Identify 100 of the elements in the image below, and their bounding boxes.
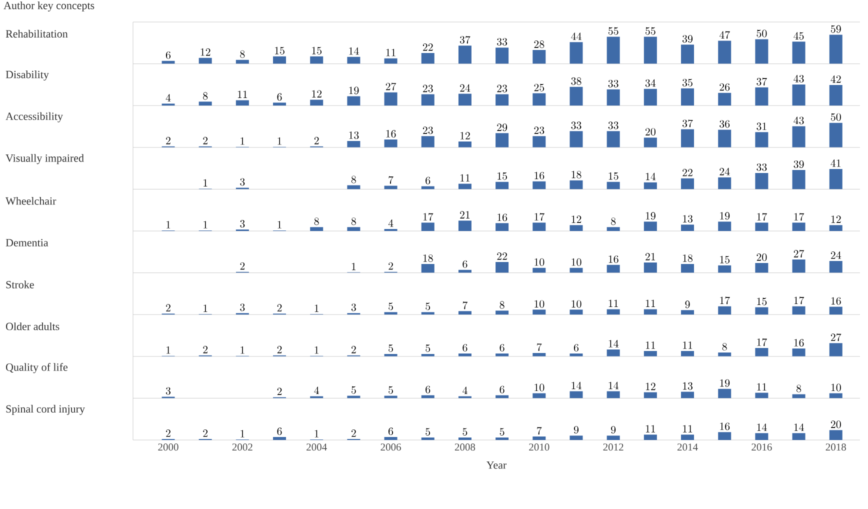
data-label: 33 xyxy=(756,163,767,172)
data-label: 16 xyxy=(608,255,618,263)
bar xyxy=(829,122,842,148)
data-label: 43 xyxy=(794,116,804,124)
data-label: 27 xyxy=(794,250,804,258)
bar xyxy=(792,126,806,148)
y-axis-title: Older adults xyxy=(6,322,60,330)
bar xyxy=(755,132,768,148)
bar xyxy=(532,93,546,106)
bar xyxy=(792,222,806,231)
bar xyxy=(718,40,732,64)
data-label: 39 xyxy=(794,160,804,168)
data-label: 15 xyxy=(720,256,730,264)
data-label: 22 xyxy=(682,168,692,176)
data-label: 2 xyxy=(203,136,208,144)
bar xyxy=(606,264,620,273)
data-label: 33 xyxy=(497,38,508,46)
data-label: 15 xyxy=(608,172,618,180)
data-label: 15 xyxy=(498,172,507,180)
data-label: 5 xyxy=(426,344,430,352)
data-label: 14 xyxy=(794,423,804,431)
data-label: 8 xyxy=(203,92,208,100)
data-label: 7 xyxy=(388,176,394,184)
data-label: 9 xyxy=(611,426,616,434)
bar xyxy=(347,96,360,106)
bar xyxy=(755,172,768,190)
data-label: 2 xyxy=(388,262,393,270)
bar xyxy=(347,396,360,398)
data-label: 23 xyxy=(422,126,433,134)
bar xyxy=(792,84,806,106)
data-label: 6 xyxy=(500,386,504,394)
data-label: 11 xyxy=(608,300,618,307)
data-label: 15 xyxy=(275,46,284,54)
data-label: 4 xyxy=(166,94,171,102)
data-label: 2 xyxy=(277,388,282,396)
data-label: 42 xyxy=(830,75,841,83)
data-label: 11 xyxy=(683,425,692,432)
data-label: 6 xyxy=(462,260,468,268)
data-label: 20 xyxy=(646,128,656,136)
bar xyxy=(347,141,360,148)
bar xyxy=(606,227,620,231)
data-label: 2 xyxy=(277,304,282,312)
data-label: 23 xyxy=(497,84,508,92)
bar xyxy=(606,309,620,315)
bar xyxy=(644,350,657,356)
bar xyxy=(458,142,472,148)
data-label: 8 xyxy=(796,384,802,392)
y-axis-title: Rehabilitation xyxy=(6,30,68,38)
data-label: 15 xyxy=(757,298,767,306)
bar xyxy=(532,436,546,440)
bar xyxy=(496,182,509,190)
data-label: 20 xyxy=(830,420,841,428)
data-label: 6 xyxy=(277,93,282,101)
bar xyxy=(644,262,657,273)
bar xyxy=(496,310,509,315)
bar xyxy=(718,388,732,398)
bar xyxy=(532,310,546,315)
data-label: 37 xyxy=(460,36,470,44)
bar xyxy=(644,392,657,398)
data-label: 47 xyxy=(719,31,730,39)
bar xyxy=(198,102,212,106)
data-label: 16 xyxy=(794,339,804,347)
data-label: 5 xyxy=(388,302,393,310)
bar xyxy=(755,392,768,398)
data-label: 24 xyxy=(460,84,470,92)
data-label: 33 xyxy=(571,122,582,130)
bar xyxy=(570,86,583,106)
bar xyxy=(236,100,249,106)
data-label: 29 xyxy=(497,124,508,132)
data-label: 6 xyxy=(426,386,430,394)
x-tick-label: 2016 xyxy=(752,444,772,451)
data-label: 14 xyxy=(608,340,618,348)
data-label: 7 xyxy=(537,343,542,351)
data-label: 6 xyxy=(388,428,394,436)
data-label: 9 xyxy=(685,300,690,308)
bar xyxy=(421,186,434,190)
bar xyxy=(755,433,768,440)
x-tick-label: 2006 xyxy=(380,444,401,451)
data-label: 10 xyxy=(534,300,544,308)
bar xyxy=(532,268,546,273)
data-label: 6 xyxy=(166,51,171,59)
x-tick-label: 2018 xyxy=(826,444,846,451)
data-label: 10 xyxy=(572,300,582,308)
bar xyxy=(644,434,657,440)
data-label: 9 xyxy=(574,426,579,434)
bar xyxy=(384,58,398,64)
bar xyxy=(829,430,842,440)
data-label: 31 xyxy=(756,122,766,130)
data-label: 24 xyxy=(830,251,842,259)
bar xyxy=(681,264,694,273)
bar xyxy=(421,94,434,106)
data-label: 17 xyxy=(423,213,434,221)
data-label: 2 xyxy=(203,430,208,437)
data-label: 5 xyxy=(462,428,468,436)
data-label: 2 xyxy=(352,430,356,437)
data-label: 20 xyxy=(756,253,767,261)
y-axis-title: Dementia xyxy=(6,239,48,246)
bar xyxy=(718,306,732,315)
bar xyxy=(496,395,509,398)
data-label: 25 xyxy=(534,84,544,92)
